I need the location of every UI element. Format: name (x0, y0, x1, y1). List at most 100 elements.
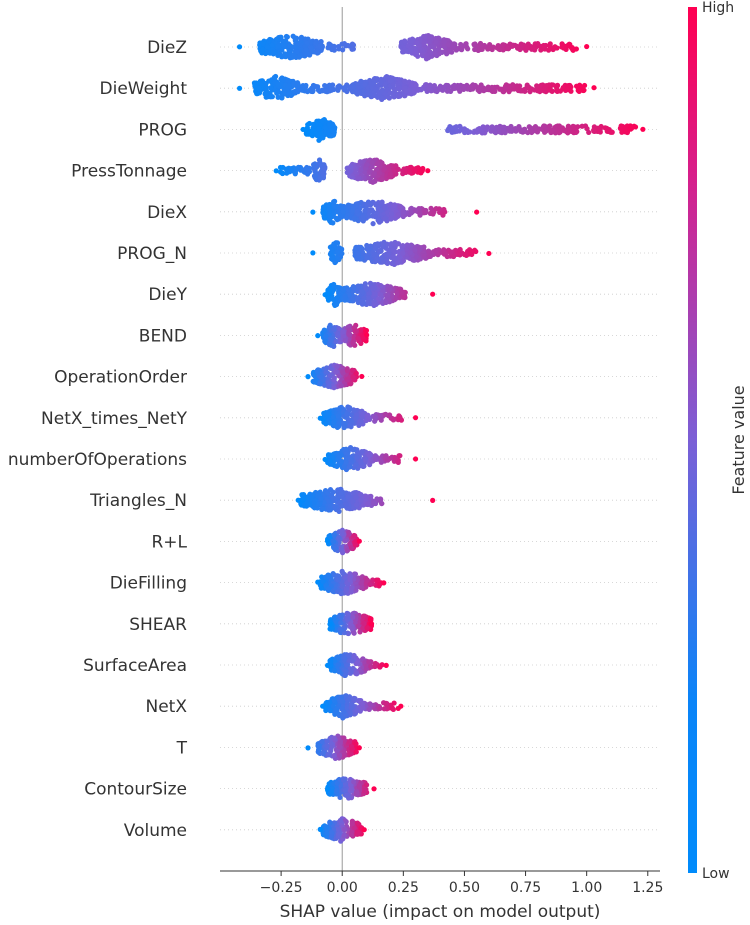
shap-point (479, 42, 484, 47)
shap-point (305, 171, 310, 176)
shap-point (367, 707, 372, 712)
shap-point (474, 209, 479, 214)
shap-point (342, 788, 347, 793)
shap-point (370, 209, 375, 214)
shap-point (355, 176, 360, 181)
shap-point (304, 47, 309, 52)
shap-point (541, 43, 546, 48)
shap-point (364, 494, 369, 499)
shap-point (341, 287, 346, 292)
shap-point (342, 338, 347, 343)
shap-point (237, 44, 242, 49)
shap-point (377, 248, 382, 253)
shap-point (535, 88, 540, 93)
shap-point (565, 87, 570, 92)
shap-point (387, 287, 392, 292)
shap-point (362, 788, 367, 793)
shap-point (354, 789, 359, 794)
shap-point (361, 301, 366, 306)
shap-point (455, 85, 460, 90)
shap-point (331, 327, 336, 332)
shap-point (267, 37, 272, 42)
shap-point (354, 328, 359, 333)
shap-point (345, 494, 350, 499)
shap-point (350, 46, 355, 51)
shap-point (454, 124, 459, 129)
shap-point (401, 209, 406, 214)
shap-point (320, 579, 325, 584)
shap-point (378, 80, 383, 85)
shap-point (388, 171, 393, 176)
shap-point (500, 42, 505, 47)
shap-point (558, 88, 563, 93)
shap-point (362, 82, 367, 87)
shap-point (461, 87, 466, 92)
shap-point (288, 43, 293, 48)
shap-point (379, 199, 384, 204)
shap-point (472, 47, 477, 52)
shap-point (358, 327, 363, 332)
shap-point (348, 705, 353, 710)
shap-point (350, 341, 355, 346)
shap-point (339, 628, 344, 633)
shap-point (343, 460, 348, 465)
shap-point (393, 455, 398, 460)
shap-point (282, 51, 287, 56)
shap-point (364, 162, 369, 167)
shap-point (398, 704, 403, 709)
shap-point (408, 39, 413, 44)
shap-point (325, 752, 330, 757)
shap-point (349, 589, 354, 594)
shap-point (354, 502, 359, 507)
shap-point (333, 709, 338, 714)
shap-point (345, 451, 350, 456)
shap-point (340, 329, 345, 334)
shap-point (237, 86, 242, 91)
shap-point (418, 48, 423, 53)
shap-point (413, 415, 418, 420)
shap-point (349, 585, 354, 590)
shap-point (430, 292, 435, 297)
shap-point (428, 206, 433, 211)
shap-point (413, 49, 418, 54)
shap-point (367, 701, 372, 706)
shap-point (323, 457, 328, 462)
shap-point (315, 84, 320, 89)
shap-point (384, 663, 389, 668)
shap-point (325, 786, 330, 791)
shap-point (266, 49, 271, 54)
shap-point (380, 88, 385, 93)
shap-point (395, 167, 400, 172)
shap-point (274, 37, 279, 42)
shap-point (396, 413, 401, 418)
shap-point (300, 85, 305, 90)
shap-point (295, 80, 300, 85)
shap-point (317, 176, 322, 181)
shap-point (486, 85, 491, 90)
shap-point (407, 170, 412, 175)
shap-point (529, 86, 534, 91)
shap-point (354, 371, 359, 376)
shap-point (298, 36, 303, 41)
shap-point (359, 374, 364, 379)
shap-point (382, 205, 387, 210)
shap-point (586, 130, 591, 135)
shap-point (271, 49, 276, 54)
shap-point (332, 44, 337, 49)
shap-point (317, 89, 322, 94)
shap-point (428, 254, 433, 259)
shap-point (310, 210, 315, 215)
shap-point (360, 701, 365, 706)
shap-point (334, 302, 339, 307)
shap-point (341, 209, 346, 214)
shap-point (322, 166, 327, 171)
shap-point (372, 252, 377, 257)
shap-point (475, 128, 480, 133)
shap-point (364, 625, 369, 630)
shap-point (355, 660, 360, 665)
shap-point (339, 459, 344, 464)
shap-point (437, 207, 442, 212)
shap-point (405, 242, 410, 247)
shap-point (383, 216, 388, 221)
shap-point (392, 203, 397, 208)
